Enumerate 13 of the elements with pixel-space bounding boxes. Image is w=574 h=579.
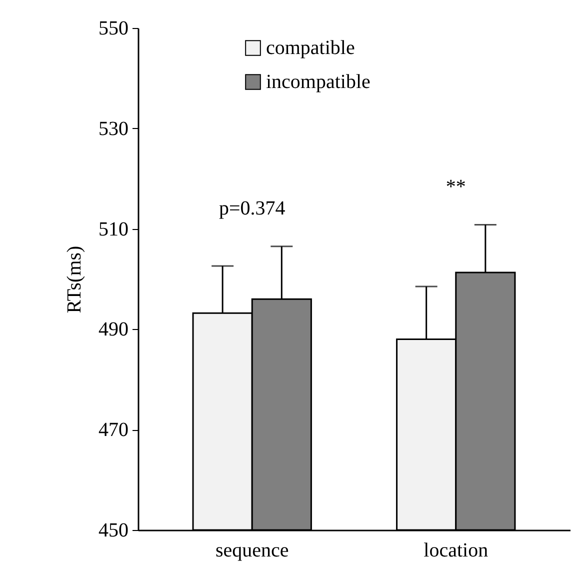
y-tick-label: 550 [98, 18, 128, 40]
y-tick-label: 450 [98, 520, 128, 542]
x-tick-label: location [424, 540, 488, 562]
y-tick-label: 470 [98, 419, 128, 442]
annotation: ** [446, 176, 466, 198]
annotation: p=0.374 [218, 197, 286, 220]
y-tick-label: 510 [98, 218, 128, 240]
y-axis-title: RTs(ms) [64, 246, 86, 314]
y-tick-label: 530 [98, 118, 128, 140]
legend-label: incompatible [266, 71, 371, 93]
legend-label: compatible [266, 37, 355, 59]
x-tick-label: sequence [215, 540, 289, 562]
y-tick-label: 490 [98, 318, 128, 341]
